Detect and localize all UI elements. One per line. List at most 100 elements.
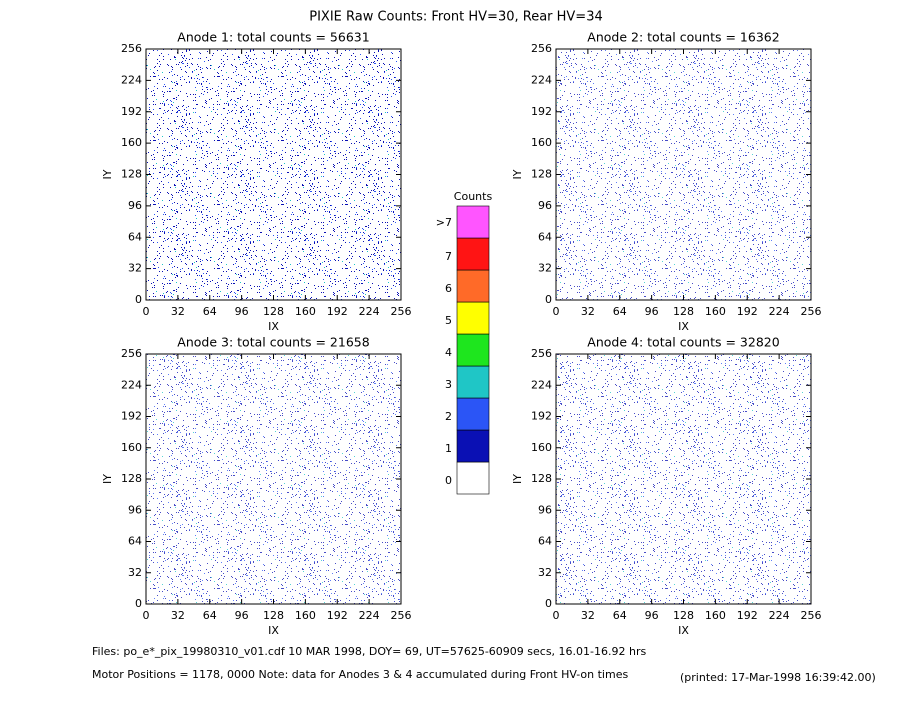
y-tick-label: 160 xyxy=(531,136,552,149)
panel-title: Anode 3: total counts = 21658 xyxy=(177,335,369,350)
x-tick-label: 224 xyxy=(359,305,380,318)
y-tick-label: 256 xyxy=(121,42,142,55)
y-axis-label: IY xyxy=(511,474,524,484)
y-tick-label: 0 xyxy=(545,293,552,306)
x-tick-label: 192 xyxy=(327,609,348,622)
colorbar-cell xyxy=(456,269,490,303)
y-tick-label: 0 xyxy=(135,597,142,610)
colorbar-label: 2 xyxy=(445,410,452,423)
x-tick-label: 64 xyxy=(203,305,217,318)
x-tick-label: 160 xyxy=(705,305,726,318)
x-tick-label: 192 xyxy=(737,609,758,622)
y-tick-label: 64 xyxy=(128,535,142,548)
colorbar-title: Counts xyxy=(454,190,493,203)
x-tick-label: 256 xyxy=(801,609,822,622)
y-axis-label: IY xyxy=(101,169,114,179)
colorbar-label: 3 xyxy=(445,378,452,391)
x-tick-label: 0 xyxy=(143,305,150,318)
y-tick-label: 256 xyxy=(121,347,142,360)
y-tick-label: 160 xyxy=(121,136,142,149)
x-tick-label: 96 xyxy=(645,609,659,622)
x-tick-label: 96 xyxy=(235,609,249,622)
colorbar-cell xyxy=(456,461,490,495)
colorbar-cell xyxy=(456,333,490,367)
x-tick-label: 128 xyxy=(673,305,694,318)
x-axis-label: IX xyxy=(268,624,279,637)
y-tick-label: 192 xyxy=(121,410,142,423)
y-tick-label: 64 xyxy=(538,535,552,548)
y-tick-label: 32 xyxy=(128,262,142,275)
colorbar-cell xyxy=(456,301,490,335)
colorbar-label: 1 xyxy=(445,442,452,455)
y-tick-label: 0 xyxy=(545,597,552,610)
footer-motor: Motor Positions = 1178, 0000 Note: data … xyxy=(92,668,628,681)
y-tick-label: 64 xyxy=(538,230,552,243)
y-tick-label: 224 xyxy=(531,73,552,86)
x-axis-label: IX xyxy=(678,624,689,637)
heatmap-area xyxy=(146,354,401,604)
y-tick-label: 64 xyxy=(128,230,142,243)
y-tick-label: 160 xyxy=(531,441,552,454)
x-tick-label: 32 xyxy=(171,609,185,622)
panel-title: Anode 4: total counts = 32820 xyxy=(587,335,779,350)
y-tick-label: 96 xyxy=(538,199,552,212)
x-tick-label: 256 xyxy=(801,305,822,318)
colorbar-cell xyxy=(456,205,490,239)
x-tick-label: 64 xyxy=(203,609,217,622)
footer-files: Files: po_e*_pix_19980310_v01.cdf 10 MAR… xyxy=(92,645,646,658)
y-tick-label: 192 xyxy=(531,410,552,423)
y-tick-label: 256 xyxy=(531,42,552,55)
x-tick-label: 160 xyxy=(705,609,726,622)
y-tick-label: 96 xyxy=(128,199,142,212)
y-tick-label: 0 xyxy=(135,293,142,306)
heatmap-area xyxy=(556,49,811,300)
colorbar-label: 6 xyxy=(445,282,452,295)
y-tick-label: 128 xyxy=(121,168,142,181)
y-axis-label: IY xyxy=(101,474,114,484)
y-tick-label: 192 xyxy=(531,105,552,118)
colorbar-label: 4 xyxy=(445,346,452,359)
x-tick-label: 128 xyxy=(263,305,284,318)
y-axis-label: IY xyxy=(511,169,524,179)
y-tick-label: 96 xyxy=(538,503,552,516)
x-tick-label: 192 xyxy=(327,305,348,318)
y-tick-label: 256 xyxy=(531,347,552,360)
x-tick-label: 192 xyxy=(737,305,758,318)
colorbar-cell xyxy=(456,237,490,271)
y-tick-label: 32 xyxy=(538,566,552,579)
panel-title: Anode 2: total counts = 16362 xyxy=(587,30,779,45)
y-tick-label: 32 xyxy=(128,566,142,579)
heatmap-area xyxy=(556,354,811,604)
x-tick-label: 0 xyxy=(553,609,560,622)
colorbar-cell xyxy=(456,397,490,431)
x-tick-label: 224 xyxy=(769,305,790,318)
y-tick-label: 32 xyxy=(538,262,552,275)
x-tick-label: 64 xyxy=(613,609,627,622)
x-tick-label: 32 xyxy=(581,305,595,318)
y-tick-label: 224 xyxy=(121,378,142,391)
y-tick-label: 192 xyxy=(121,105,142,118)
x-tick-label: 96 xyxy=(235,305,249,318)
x-tick-label: 32 xyxy=(171,305,185,318)
colorbar-label: 7 xyxy=(445,250,452,263)
x-tick-label: 224 xyxy=(359,609,380,622)
y-tick-label: 96 xyxy=(128,503,142,516)
y-tick-label: 128 xyxy=(121,472,142,485)
colorbar-cell xyxy=(456,365,490,399)
x-tick-label: 256 xyxy=(391,609,412,622)
y-tick-label: 160 xyxy=(121,441,142,454)
colorbar-label: >7 xyxy=(436,216,452,229)
y-tick-label: 128 xyxy=(531,472,552,485)
footer-printed: (printed: 17-Mar-1998 16:39:42.00) xyxy=(680,671,876,684)
heatmap-area xyxy=(146,49,401,300)
x-tick-label: 0 xyxy=(143,609,150,622)
x-tick-label: 160 xyxy=(295,609,316,622)
x-tick-label: 128 xyxy=(673,609,694,622)
x-tick-label: 32 xyxy=(581,609,595,622)
x-axis-label: IX xyxy=(678,320,689,333)
colorbar-label: 0 xyxy=(445,474,452,487)
panel-title: Anode 1: total counts = 56631 xyxy=(177,30,369,45)
x-tick-label: 64 xyxy=(613,305,627,318)
y-tick-label: 224 xyxy=(531,378,552,391)
